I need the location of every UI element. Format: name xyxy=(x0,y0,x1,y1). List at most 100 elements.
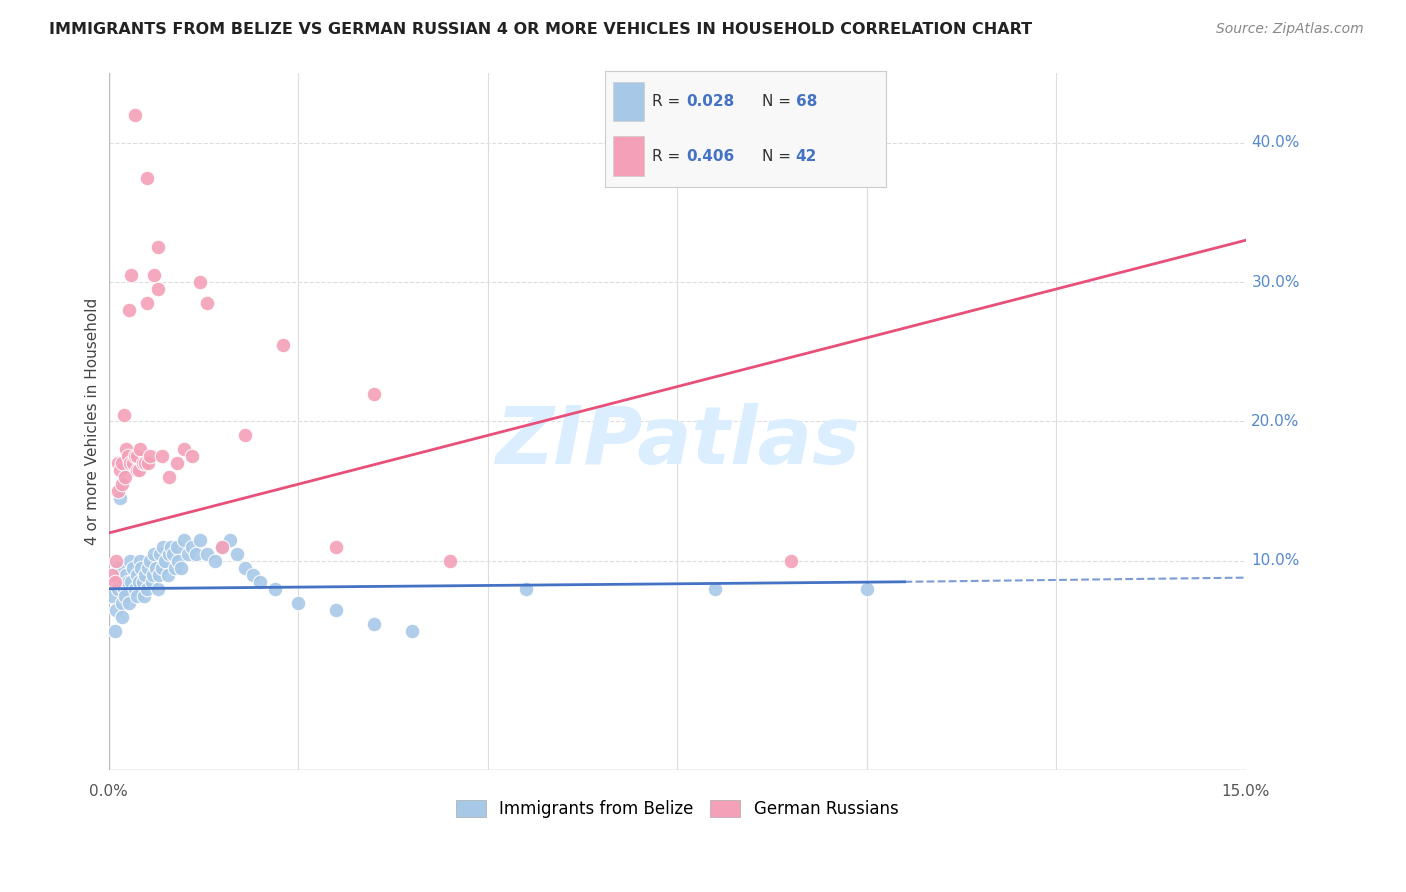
Point xyxy=(149,547,172,561)
Point xyxy=(108,491,131,505)
Point xyxy=(118,596,141,610)
Point xyxy=(204,554,226,568)
Point xyxy=(128,463,150,477)
Text: R =: R = xyxy=(652,148,686,163)
Point xyxy=(211,540,233,554)
Point xyxy=(134,589,156,603)
Point xyxy=(129,442,152,457)
Point xyxy=(439,554,461,568)
Text: 30.0%: 30.0% xyxy=(1251,275,1299,290)
Point xyxy=(125,589,148,603)
Point xyxy=(132,456,155,470)
Point xyxy=(105,554,128,568)
Point xyxy=(114,589,136,603)
Text: IMMIGRANTS FROM BELIZE VS GERMAN RUSSIAN 4 OR MORE VEHICLES IN HOUSEHOLD CORRELA: IMMIGRANTS FROM BELIZE VS GERMAN RUSSIAN… xyxy=(49,22,1032,37)
Point xyxy=(173,442,195,457)
FancyBboxPatch shape xyxy=(613,82,644,121)
Text: 68: 68 xyxy=(796,94,817,109)
Point xyxy=(139,450,162,464)
Point xyxy=(136,456,159,470)
Point xyxy=(145,561,167,575)
Point xyxy=(139,554,162,568)
Point xyxy=(124,582,146,596)
Point xyxy=(117,450,139,464)
Point xyxy=(124,450,146,464)
Point xyxy=(146,582,169,596)
Point xyxy=(110,477,132,491)
Point xyxy=(107,484,129,499)
Point xyxy=(118,302,141,317)
Point xyxy=(169,561,191,575)
FancyBboxPatch shape xyxy=(613,136,644,176)
Point xyxy=(287,596,309,610)
Point xyxy=(150,561,173,575)
Point xyxy=(104,624,127,638)
Point xyxy=(162,547,184,561)
Point xyxy=(704,582,727,596)
Point xyxy=(146,282,169,296)
Point xyxy=(363,386,385,401)
Point xyxy=(181,540,204,554)
Point xyxy=(148,567,170,582)
Text: Source: ZipAtlas.com: Source: ZipAtlas.com xyxy=(1216,22,1364,37)
Point xyxy=(110,596,132,610)
Point xyxy=(325,540,347,554)
Point xyxy=(249,574,271,589)
Point xyxy=(181,450,204,464)
Point xyxy=(107,456,129,470)
Point xyxy=(188,275,211,289)
Point xyxy=(129,561,152,575)
Point xyxy=(129,554,152,568)
Point xyxy=(141,574,163,589)
Point xyxy=(142,567,165,582)
Point xyxy=(132,574,155,589)
Point xyxy=(135,296,157,310)
Point xyxy=(152,540,174,554)
Point xyxy=(117,574,139,589)
Point xyxy=(101,567,124,582)
Point xyxy=(143,547,166,561)
Text: 40.0%: 40.0% xyxy=(1251,136,1299,150)
Point xyxy=(122,456,145,470)
Point xyxy=(108,574,131,589)
Point xyxy=(363,616,385,631)
Point xyxy=(146,240,169,254)
Point xyxy=(855,582,877,596)
Point xyxy=(515,582,537,596)
Point xyxy=(104,574,127,589)
Legend: Immigrants from Belize, German Russians: Immigrants from Belize, German Russians xyxy=(450,793,905,824)
Point xyxy=(120,268,142,282)
Point xyxy=(134,456,156,470)
Text: 10.0%: 10.0% xyxy=(1251,553,1299,568)
Point xyxy=(779,554,801,568)
Point xyxy=(233,561,256,575)
Point xyxy=(107,582,129,596)
Point xyxy=(177,547,200,561)
Text: 0.0%: 0.0% xyxy=(89,784,128,799)
Point xyxy=(188,533,211,547)
Point xyxy=(219,533,242,547)
Text: R =: R = xyxy=(652,94,686,109)
Point xyxy=(264,582,287,596)
Point xyxy=(111,609,134,624)
Point xyxy=(114,470,136,484)
Point xyxy=(120,574,142,589)
Point xyxy=(124,108,146,122)
Point xyxy=(135,582,157,596)
Y-axis label: 4 or more Vehicles in Household: 4 or more Vehicles in Household xyxy=(86,298,100,545)
Text: N =: N = xyxy=(762,94,796,109)
Point xyxy=(167,554,190,568)
Point xyxy=(184,547,207,561)
Point xyxy=(226,547,249,561)
Point xyxy=(127,567,149,582)
Point xyxy=(150,450,173,464)
Text: 42: 42 xyxy=(796,148,817,163)
Point xyxy=(108,463,131,477)
Point xyxy=(134,567,156,582)
Point xyxy=(107,561,129,575)
Text: 0.028: 0.028 xyxy=(686,94,734,109)
Point xyxy=(195,296,218,310)
Point xyxy=(128,574,150,589)
Point xyxy=(115,567,138,582)
Text: N =: N = xyxy=(762,148,796,163)
